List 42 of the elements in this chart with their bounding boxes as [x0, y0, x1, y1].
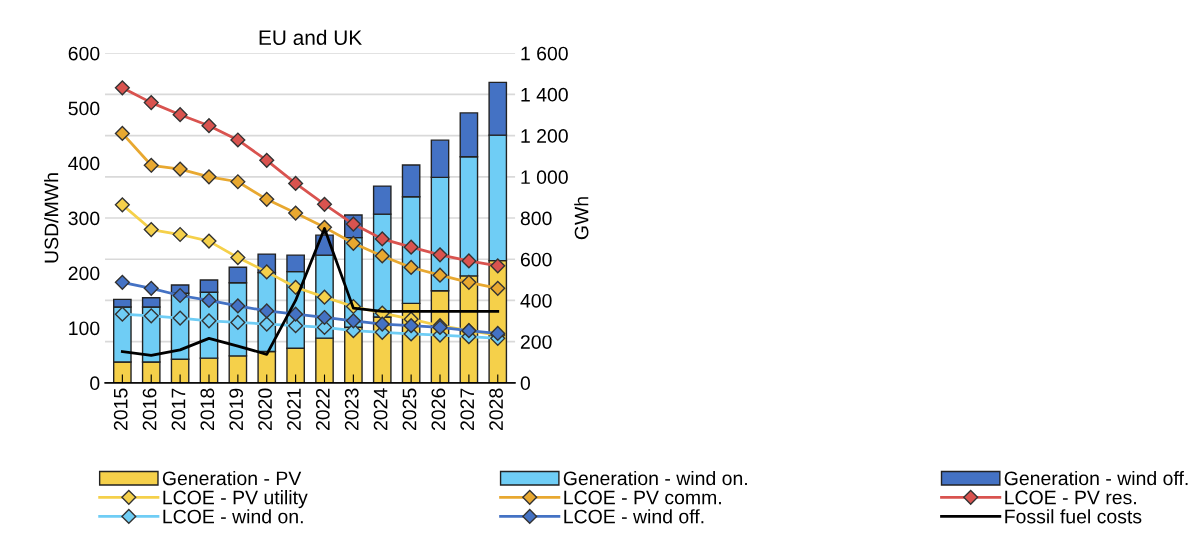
legend-label: Generation - PV [162, 470, 302, 486]
y2-tick-label: 1 600 [521, 46, 568, 61]
x-tick-label: 2018 [200, 388, 215, 431]
y-tick-label: 600 [68, 46, 100, 61]
chart-title: EU and UK [259, 29, 362, 46]
x-tick-label: 2017 [171, 388, 186, 431]
y-tick-label: 400 [68, 156, 100, 171]
y2-tick-label: 1 000 [521, 170, 568, 185]
x-tick-label: 2027 [460, 388, 475, 431]
x-tick-label: 2024 [373, 388, 388, 431]
legend-label: Fossil fuel costs [1005, 509, 1142, 524]
y-tick-label: 300 [68, 211, 100, 226]
y-tick-label: 100 [69, 321, 100, 336]
y2-tick-label: 0 [520, 376, 530, 391]
y-tick-label: 500 [68, 101, 100, 116]
legend-label: LCOE - PV comm. [564, 490, 721, 505]
x-tick-label: 2016 [142, 388, 157, 431]
y2-tick-label: 200 [520, 335, 552, 349]
x-tick-label: 2015 [113, 388, 128, 431]
y2-tick-label: 1 400 [521, 87, 568, 102]
y2-tick-label: 400 [520, 293, 552, 308]
x-tick-label: 2025 [402, 388, 417, 431]
legend-label: LCOE - PV utility [163, 490, 308, 509]
y2-tick-label: 1 200 [521, 129, 568, 143]
legend-label: LCOE - wind off. [564, 509, 704, 524]
x-tick-label: 2020 [258, 388, 272, 431]
legend-label: Generation - wind off. [1004, 470, 1188, 486]
y2-tick-label: 600 [520, 252, 552, 267]
y-tick-label: 0 [90, 376, 100, 391]
legend-label: LCOE - wind on. [163, 509, 303, 524]
legend-label: LCOE - PV res. [1005, 490, 1136, 505]
y2-axis-title: GWh [574, 197, 589, 240]
y2-tick-label: 800 [520, 211, 552, 226]
x-tick-label: 2028 [489, 388, 503, 431]
x-tick-label: 2022 [315, 388, 330, 431]
legend-label: Generation - wind on. [563, 470, 747, 486]
x-tick-label: 2021 [287, 388, 301, 431]
x-tick-label: 2026 [431, 388, 446, 431]
y-axis-title: USD/MWh [44, 173, 59, 263]
x-tick-label: 2019 [229, 388, 244, 431]
x-tick-label: 2023 [344, 388, 359, 431]
y-tick-label: 200 [68, 266, 100, 281]
